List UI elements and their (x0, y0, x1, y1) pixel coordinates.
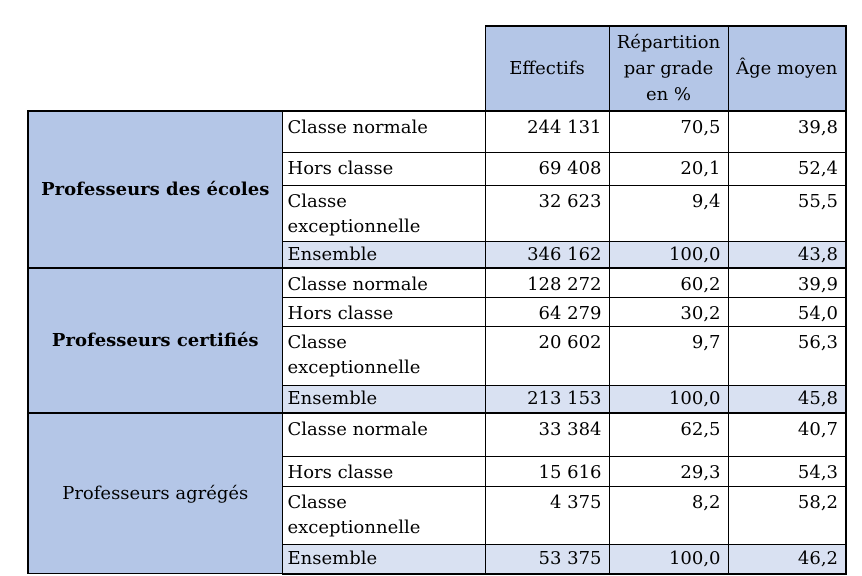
grade-label: Hors classe (281, 297, 486, 327)
effectifs-value: 64 279 (484, 297, 610, 327)
age-value: 45,8 (727, 385, 847, 413)
age-value: 54,3 (727, 456, 847, 487)
repartition-value: 100,0 (608, 544, 729, 575)
effectifs-value: 32 623 (484, 184, 610, 242)
grade-label: Classe normale (281, 110, 486, 153)
effectifs-value: 15 616 (484, 456, 610, 487)
repartition-value: 8,2 (608, 486, 729, 545)
repartition-value: 30,2 (608, 297, 729, 327)
table-row: Classe exceptionnelle 20 602 9,7 56,3 (28, 326, 847, 386)
age-value: 39,9 (727, 266, 847, 298)
effectifs-value: 128 272 (484, 266, 610, 298)
repartition-value: 70,5 (608, 110, 729, 153)
age-value: 46,2 (727, 544, 847, 575)
header-row: Effectifs Répartition par grade en % Âge… (28, 25, 847, 112)
table-row: Professeurs agrégés Classe normale 33 38… (27, 411, 847, 574)
grade-label: Classe exceptionnelle (281, 184, 486, 242)
effectifs-value: 4 375 (484, 486, 610, 545)
age-value: 43,8 (727, 240, 847, 268)
grade-label: Classe normale (281, 266, 486, 298)
table-row: Hors classe 69 408 20,1 52,4 (28, 151, 847, 186)
effectifs-value: 20 602 (484, 326, 610, 386)
grade-label: Classe exceptionnelle (281, 486, 486, 545)
table-row: Classe exceptionnelle 32 623 9,4 55,5 (28, 184, 847, 242)
table-row: Hors classe 64 279 30,2 54,0 (28, 297, 847, 327)
table-canvas: Effectifs Répartition par grade en % Âge… (27, 25, 847, 575)
age-value: 58,2 (727, 486, 847, 545)
age-value: 40,7 (727, 411, 847, 457)
grade-label: Hors classe (281, 151, 486, 186)
ensemble-row: Ensemble 213 153 100,0 45,8 (28, 385, 847, 413)
grade-label-text: Classe exceptionnelle (287, 190, 421, 237)
ensemble-row: Ensemble 346 162 100,0 43,8 (28, 240, 847, 268)
repartition-value: 9,4 (608, 184, 729, 242)
table-row: Hors classe 15 616 29,3 54,3 (28, 456, 847, 487)
repartition-value: 62,5 (608, 411, 729, 457)
column-header-repartition: Répartition par grade en % (608, 25, 729, 112)
repartition-value: 29,3 (608, 456, 729, 487)
repartition-value: 100,0 (608, 385, 729, 413)
grade-label: Ensemble (281, 240, 486, 268)
age-value: 55,5 (727, 184, 847, 242)
effectifs-value: 213 153 (484, 385, 610, 413)
effectifs-value: 53 375 (484, 544, 610, 575)
age-value: 56,3 (727, 326, 847, 386)
grade-label-text: Classe exceptionnelle (287, 332, 421, 378)
repartition-value: 20,1 (608, 151, 729, 186)
repartition-value: 100,0 (608, 240, 729, 268)
age-value: 39,8 (727, 110, 847, 153)
effectifs-value: 33 384 (484, 411, 610, 457)
grade-label-text: Classe exceptionnelle (287, 492, 421, 538)
table-row: Professeurs des écoles Classe normale 24… (27, 110, 847, 268)
repartition-value: 60,2 (608, 266, 729, 298)
repartition-value: 9,7 (608, 326, 729, 386)
grade-label: Hors classe (281, 456, 486, 487)
empty-corner-cell (28, 26, 485, 111)
column-header-effectifs: Effectifs (484, 25, 610, 112)
age-value: 52,4 (727, 151, 847, 186)
teachers-statistics-table: Effectifs Répartition par grade en % Âge… (27, 25, 847, 575)
group-header-professeurs-des-ecoles: Professeurs des écoles (27, 110, 283, 268)
group-header-professeurs-agreges: Professeurs agrégés (27, 411, 283, 574)
grade-label: Classe normale (281, 411, 486, 457)
grade-label: Ensemble (281, 544, 486, 575)
grade-label: Classe exceptionnelle (281, 326, 486, 386)
effectifs-value: 244 131 (484, 110, 610, 153)
group-header-professeurs-certifies: Professeurs certifiés (27, 266, 283, 413)
table-row: Professeurs certifiés Classe normale 128… (27, 266, 847, 413)
effectifs-value: 346 162 (484, 240, 610, 268)
effectifs-value: 69 408 (484, 151, 610, 186)
ensemble-row: Ensemble 53 375 100,0 46,2 (28, 544, 847, 575)
table-row: Classe exceptionnelle 4 375 8,2 58,2 (28, 486, 847, 545)
column-header-age-moyen: Âge moyen (727, 25, 847, 112)
grade-label: Ensemble (281, 385, 486, 413)
age-value: 54,0 (727, 297, 847, 327)
